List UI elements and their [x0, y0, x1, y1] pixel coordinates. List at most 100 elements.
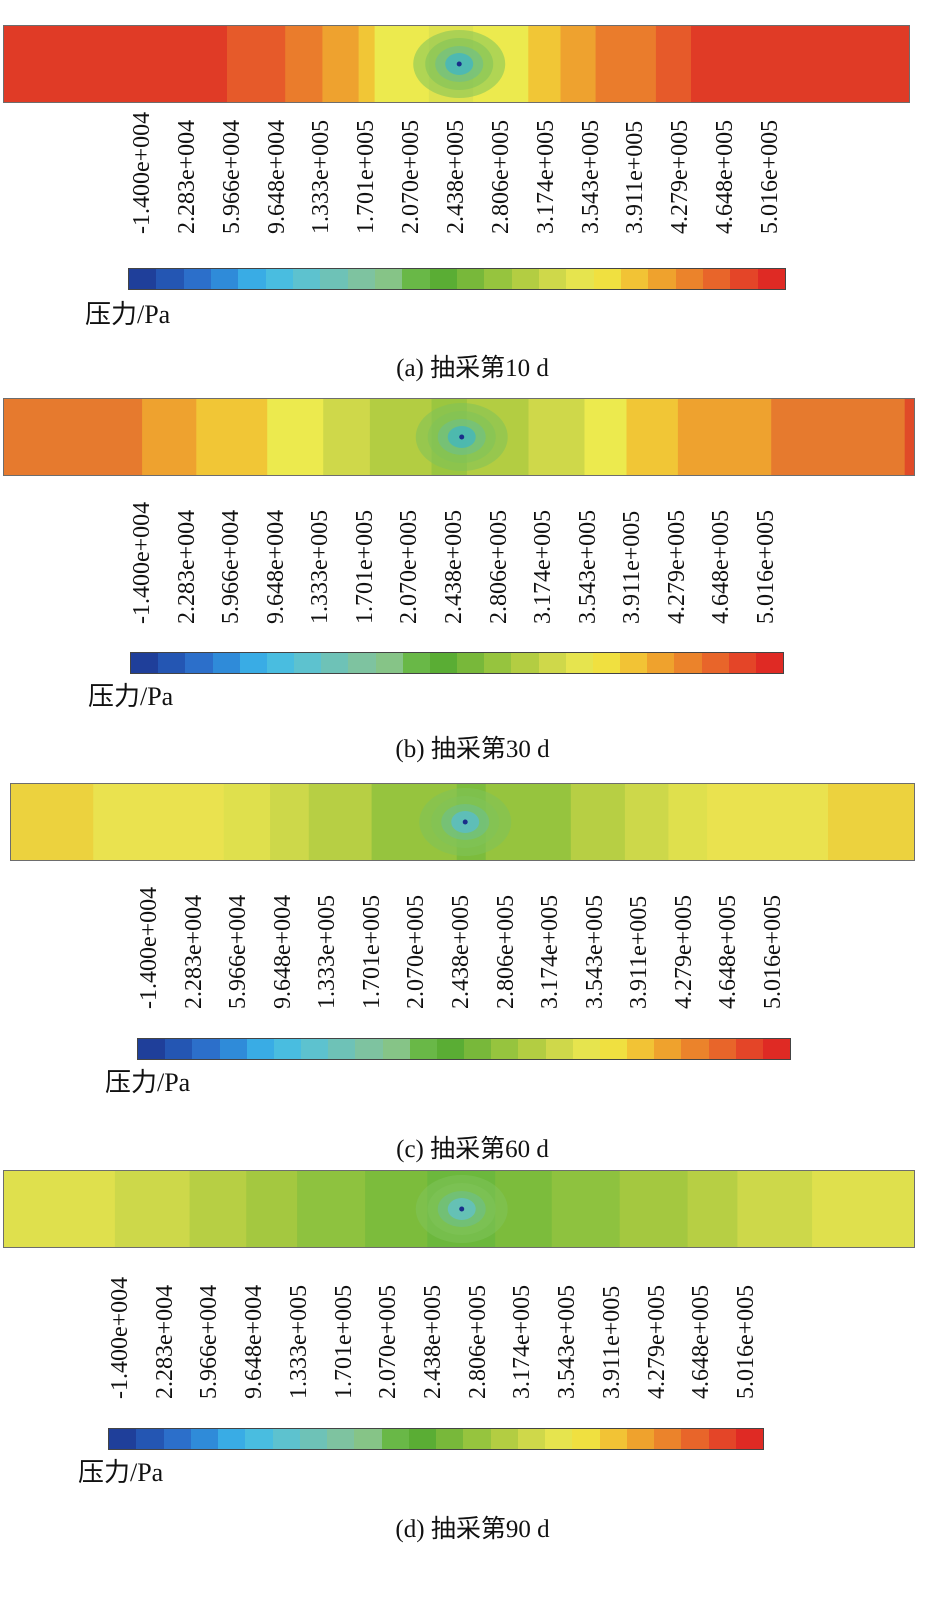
legend-tick-label: 3.543e+005	[578, 100, 604, 260]
legend-tick-label: 2.438e+005	[420, 1265, 446, 1425]
colorbar-swatch	[210, 269, 239, 289]
legend-tick-label: 1.333e+005	[286, 1265, 312, 1425]
legend-tick-text: 4.648e+005	[688, 1284, 715, 1399]
legend-tick-text: 2.283e+004	[173, 119, 200, 234]
legend-tick-text: 9.648e+004	[241, 1284, 268, 1399]
legend-colorbar	[128, 268, 786, 290]
legend-tick-label: 5.016e+005	[757, 100, 783, 260]
colorbar-swatch	[266, 653, 295, 673]
legend-tick-label: 5.966e+004	[225, 875, 251, 1035]
colorbar-swatch	[599, 1039, 628, 1059]
colorbar-swatch	[755, 653, 784, 673]
legend-tick-label: 2.283e+004	[174, 100, 200, 260]
colorbar-swatch	[463, 1429, 491, 1449]
legend-tick-label: 1.333e+005	[314, 875, 340, 1035]
colorbar-swatch	[131, 653, 159, 673]
legend-tick-text: 2.438e+005	[448, 894, 474, 1009]
legend-tick-text: 4.648e+005	[708, 509, 735, 624]
legend-tick-text: 3.174e+005	[509, 1284, 536, 1399]
colorbar-swatch	[565, 653, 593, 673]
legend-tick-text: 1.333e+005	[308, 119, 335, 234]
legend-tick-label: 9.648e+004	[264, 100, 290, 260]
legend-tick-label: 2.283e+004	[152, 1265, 178, 1425]
colorbar-swatch	[681, 1429, 709, 1449]
legend-tick-text: 3.174e+005	[530, 509, 557, 624]
colorbar-swatch	[490, 1429, 518, 1449]
colorbar-swatch	[409, 1039, 437, 1059]
legend-tick-label: 9.648e+004	[270, 875, 296, 1035]
colorbar-swatch	[491, 1039, 519, 1059]
colorbar-swatch	[183, 269, 211, 289]
colorbar-swatch	[730, 269, 758, 289]
legend-tick-label: 4.648e+005	[712, 100, 738, 260]
legend-colorbar	[108, 1428, 764, 1450]
contour-column	[560, 26, 597, 102]
legend-tick-label: 2.806e+005	[488, 100, 514, 260]
colorbar-swatch	[456, 269, 485, 289]
colorbar-swatch	[327, 1429, 355, 1449]
legend-tick-label: 4.648e+005	[708, 490, 734, 650]
colorbar-swatch	[457, 653, 485, 673]
legend-tick-text: 3.911e+005	[622, 120, 649, 234]
colorbar-swatch	[708, 1429, 736, 1449]
legend-tick-text: 1.333e+005	[307, 509, 334, 624]
legend-tick-label: 3.174e+005	[537, 875, 563, 1035]
colorbar-swatch	[192, 1039, 220, 1059]
legend-tick-text: 3.174e+005	[537, 894, 564, 1009]
contour-column	[189, 1171, 247, 1247]
legend-tick-label: 1.701e+005	[353, 100, 379, 260]
legend-tick-text: -1.400e+004	[107, 1276, 133, 1399]
contour-column	[196, 399, 268, 475]
pressure-contour-band	[3, 398, 915, 476]
legend-tick-label: 2.070e+005	[398, 100, 424, 260]
legend-tick-label: 2.438e+005	[448, 875, 474, 1035]
legend-tick-label: 3.543e+005	[575, 490, 601, 650]
legend-tick-label: 4.648e+005	[688, 1265, 714, 1425]
colorbar-swatch	[545, 1429, 573, 1449]
legend-tick-text: -1.400e+004	[129, 501, 155, 624]
legend-tick-label: 2.070e+005	[396, 490, 422, 650]
contour-column	[270, 784, 310, 860]
legend-tick-text: 3.174e+005	[532, 119, 559, 234]
colorbar-swatch	[757, 269, 785, 289]
legend-tick-label: 1.701e+005	[331, 1265, 357, 1425]
colorbar-swatch	[355, 1039, 383, 1059]
legend-tick-text: 1.333e+005	[314, 894, 341, 1009]
pressure-contour-band	[3, 1170, 915, 1248]
contour-column	[570, 784, 626, 860]
colorbar-swatch	[136, 1429, 164, 1449]
colorbar-swatch	[299, 1429, 327, 1449]
colorbar-swatch	[109, 1429, 137, 1449]
legend-unit-label: 压力/Pa	[78, 1458, 164, 1487]
contour-column	[771, 399, 906, 475]
legend-tick-text: 2.438e+005	[443, 119, 469, 234]
legend-tick-text: 2.438e+005	[420, 1284, 446, 1399]
colorbar-swatch	[190, 1429, 218, 1449]
colorbar-swatch	[238, 269, 266, 289]
colorbar-swatch	[572, 1039, 600, 1059]
contour-column	[691, 26, 909, 102]
colorbar-swatch	[301, 1039, 329, 1059]
colorbar-swatch	[511, 653, 539, 673]
legend-tick-label: 9.648e+004	[241, 1265, 267, 1425]
colorbar-swatch	[654, 1429, 682, 1449]
legend-tick-label: 1.333e+005	[307, 490, 333, 650]
contour-column	[4, 399, 143, 475]
contour-column	[93, 784, 225, 860]
legend-tick-text: 3.911e+005	[626, 895, 653, 1009]
colorbar-swatch	[538, 653, 566, 673]
colorbar-swatch	[593, 269, 621, 289]
colorbar-swatch	[429, 653, 458, 673]
colorbar-swatch	[185, 653, 213, 673]
legend-tick-text: 1.333e+005	[285, 1284, 312, 1399]
legend-tick-text: 3.543e+005	[577, 119, 604, 234]
legend-tick-label: 4.279e+005	[664, 490, 690, 650]
legend-tick-text: 4.279e+005	[667, 119, 694, 234]
legend-tick-text: 2.283e+004	[173, 509, 200, 624]
legend-tick-text: 4.648e+005	[712, 119, 739, 234]
colorbar-swatch	[674, 653, 702, 673]
legend-tick-label: 2.283e+004	[181, 875, 207, 1035]
colorbar-swatch	[219, 1039, 247, 1059]
legend-tick-text: 5.016e+005	[733, 1284, 759, 1399]
legend-tick-text: 1.701e+005	[351, 509, 378, 624]
